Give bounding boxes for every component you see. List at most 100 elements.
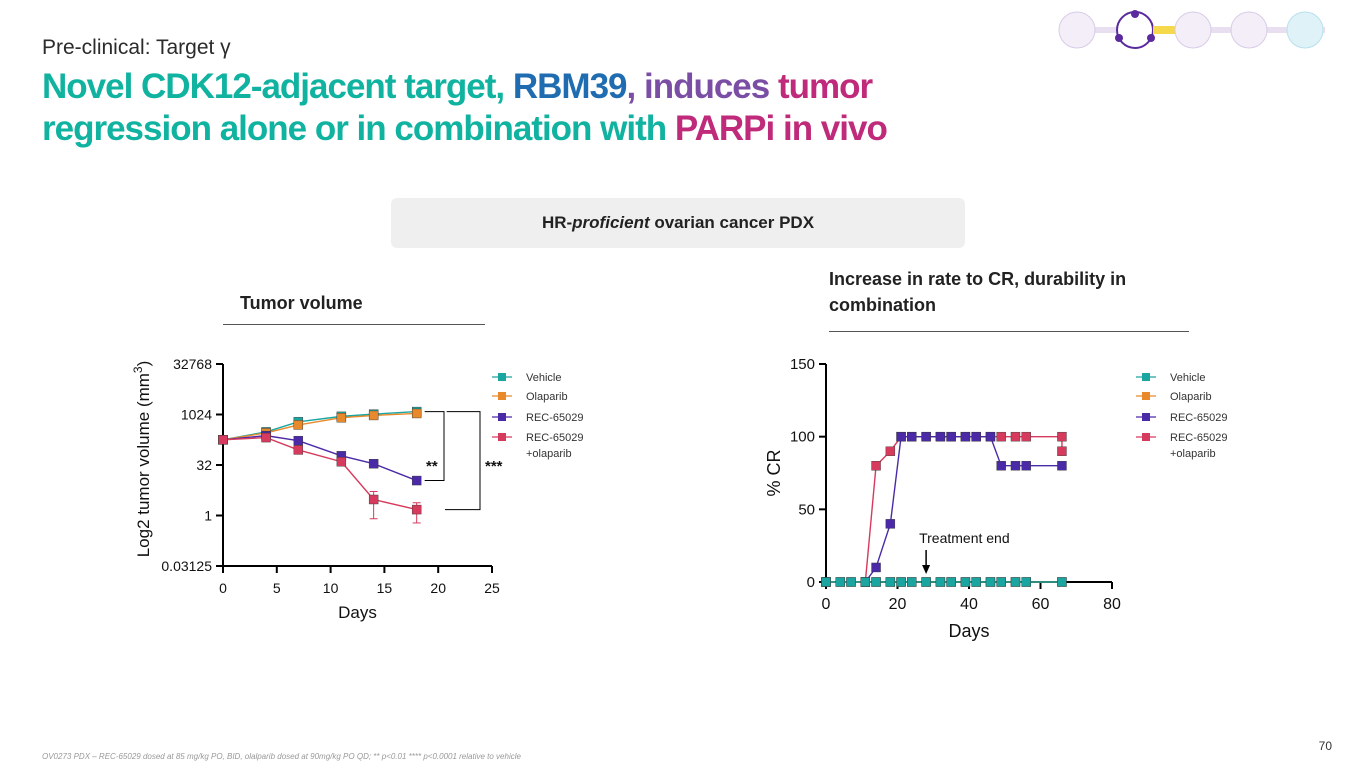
data-point — [985, 577, 996, 587]
x-tick-label: 5 — [273, 580, 281, 596]
data-point — [871, 461, 881, 471]
data-point — [1057, 461, 1067, 471]
data-point — [835, 577, 846, 587]
legend-marker — [1142, 433, 1150, 441]
data-point — [935, 577, 946, 587]
data-point — [411, 504, 422, 515]
legend-marker — [498, 433, 506, 441]
headline-part: regression alone or in combination with — [42, 109, 675, 148]
data-point — [336, 413, 347, 423]
legend-marker — [1142, 413, 1150, 421]
data-point — [885, 577, 896, 587]
treatment-end-arrowhead — [922, 565, 931, 574]
right-panel-title: Increase in rate to CR, durability in co… — [829, 266, 1126, 318]
y-tick-label: 0 — [807, 574, 815, 591]
legend-label: Olaparib — [1170, 391, 1212, 403]
legend-label: +olaparib — [526, 448, 572, 460]
nav-step-icon — [1174, 11, 1212, 49]
data-point — [921, 577, 931, 587]
y-tick-label: 32768 — [173, 356, 212, 372]
banner-prefix: HR- — [541, 213, 573, 232]
data-point — [411, 475, 422, 486]
data-point — [946, 577, 956, 587]
y-axis-label-text: Log2 tumor volume (mm — [134, 373, 153, 557]
significance-bracket — [445, 411, 481, 511]
data-point — [846, 577, 856, 587]
x-tick-label: 20 — [889, 596, 907, 613]
x-tick-label: 20 — [430, 580, 446, 596]
data-point — [293, 445, 304, 455]
legend-label: REC-65029 — [1170, 432, 1227, 444]
left-panel-title: Tumor volume — [240, 293, 363, 313]
headline-part: , induces — [626, 67, 778, 106]
data-point — [860, 577, 871, 587]
series-line — [826, 435, 1062, 583]
significance-label: ** — [426, 458, 438, 475]
cr-rate-chart: 0 50 100 150 0 20 40 60 80 Days % CR Treatment end V… — [764, 356, 1227, 641]
data-point — [996, 577, 1006, 587]
data-point — [946, 431, 956, 442]
right-title-line1: Increase in rate to CR, durability in — [829, 269, 1127, 289]
data-point — [821, 577, 831, 587]
right-title-line2: combination — [829, 295, 936, 315]
headline-part: Novel CDK12-adjacent target, — [42, 67, 513, 106]
data-point — [293, 435, 304, 446]
nav-step-label-icon — [1153, 26, 1175, 34]
data-point — [907, 577, 917, 587]
headline-part: tumor — [777, 67, 873, 106]
legend-label: REC-65029 — [1170, 412, 1227, 424]
data-point — [960, 577, 971, 587]
data-point — [1057, 431, 1067, 442]
y-tick-label: 0.03125 — [161, 558, 212, 574]
data-point — [336, 457, 347, 467]
x-axis-label: Days — [948, 621, 989, 641]
legend-marker — [1142, 392, 1150, 400]
series-line — [222, 436, 417, 511]
legend-label: Vehicle — [526, 372, 561, 384]
x-axis-label: Days — [338, 603, 377, 622]
data-point — [1057, 577, 1067, 587]
legend-label: Vehicle — [1170, 372, 1205, 384]
section-kicker: Pre-clinical: Target γ — [42, 36, 231, 59]
series-line — [222, 434, 417, 482]
series-line — [222, 412, 417, 441]
data-point — [1010, 461, 1021, 471]
data-point — [885, 519, 896, 529]
y-tick-label: 100 — [790, 429, 815, 446]
data-point — [1021, 461, 1031, 471]
data-point — [971, 431, 981, 442]
legend-marker — [1142, 373, 1150, 381]
slide-headline: Novel CDK12-adjacent target, RBM39, indu… — [42, 66, 1042, 150]
significance-label: *** — [485, 458, 503, 475]
data-point — [896, 577, 906, 587]
data-point — [1021, 577, 1031, 587]
right-title-rule — [829, 331, 1189, 332]
treatment-end-annotation: Treatment end — [919, 530, 1010, 546]
nav-dot-icon — [1147, 34, 1155, 42]
y-axis-label: % CR — [764, 449, 784, 496]
x-tick-label: 0 — [822, 596, 831, 613]
y-tick-label: 1024 — [181, 407, 212, 423]
y-axis-label: Log2 tumor volume (mm3) — [131, 361, 153, 558]
data-point — [871, 577, 881, 587]
data-point — [1021, 431, 1031, 442]
y-axis-label-superscript: 3 — [131, 366, 145, 373]
x-tick-label: 60 — [1032, 596, 1050, 613]
nav-step-icon — [1286, 11, 1324, 49]
legend-label: Olaparib — [526, 391, 568, 403]
data-point — [368, 458, 379, 469]
data-point — [907, 431, 917, 442]
legend-marker — [498, 392, 506, 400]
headline-part: PARPi in vivo — [674, 109, 888, 148]
footnote: OV0273 PDX – REC-65029 dosed at 85 mg/kg… — [42, 752, 521, 761]
nav-step-icon — [1230, 11, 1268, 49]
data-point — [885, 446, 896, 456]
legend-label: +olaparib — [1170, 448, 1216, 460]
data-point — [921, 431, 931, 442]
data-point — [261, 432, 271, 443]
data-point — [996, 461, 1006, 471]
data-point — [960, 431, 971, 442]
x-tick-label: 15 — [377, 580, 393, 596]
data-point — [935, 431, 946, 442]
data-point — [293, 420, 304, 430]
